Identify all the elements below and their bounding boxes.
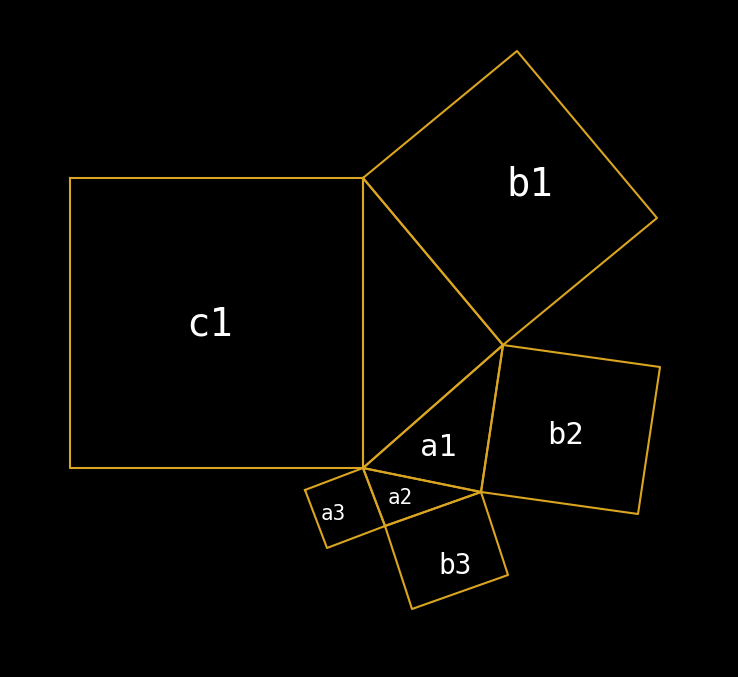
Text: c1: c1 xyxy=(187,306,233,344)
Text: b1: b1 xyxy=(506,166,554,204)
Text: a1: a1 xyxy=(420,433,456,462)
Text: b2: b2 xyxy=(547,420,583,450)
Text: a3: a3 xyxy=(320,504,345,524)
Text: b3: b3 xyxy=(438,552,472,580)
Text: a2: a2 xyxy=(387,488,413,508)
